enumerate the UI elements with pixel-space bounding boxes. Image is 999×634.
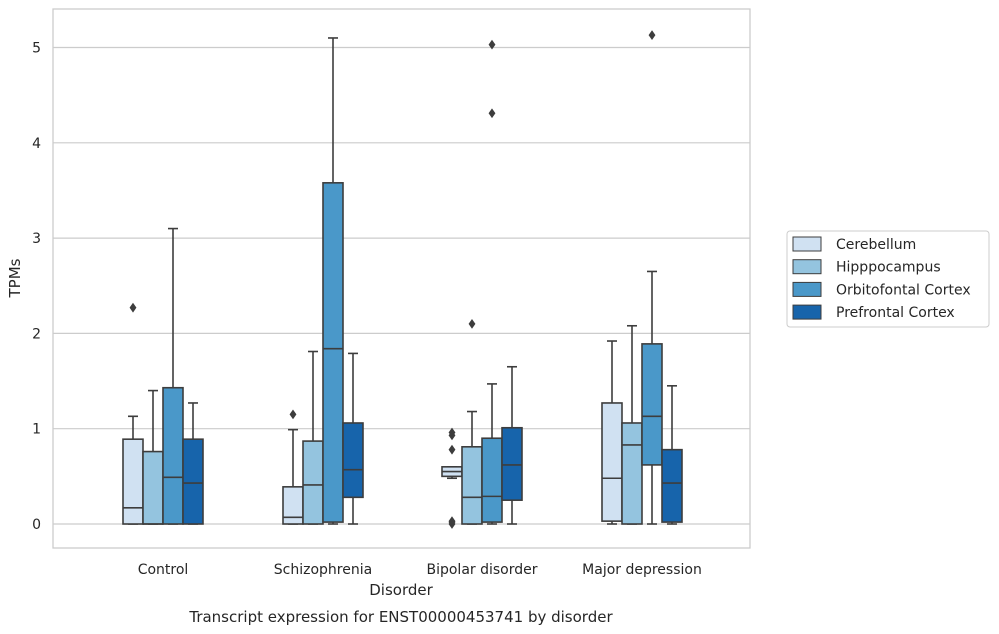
box-prefrontal-cortex-2 bbox=[501, 365, 523, 525]
y-tick-label: 2 bbox=[32, 326, 41, 342]
legend-swatch bbox=[792, 259, 822, 275]
outlier-point bbox=[448, 427, 456, 438]
x-tick-label: Control bbox=[138, 562, 189, 578]
box-cerebellum-2 bbox=[441, 427, 463, 529]
box-orbitofontal-cortex-2 bbox=[481, 39, 503, 525]
y-tick-label: 5 bbox=[32, 41, 41, 57]
outlier-point bbox=[289, 409, 297, 420]
box-iqr bbox=[182, 438, 204, 525]
box-iqr bbox=[302, 440, 324, 525]
legend-item: Hipppocampus bbox=[792, 259, 941, 276]
legend-swatch bbox=[792, 281, 822, 297]
outlier-point bbox=[468, 318, 476, 329]
box-hipppocampus-1 bbox=[302, 350, 324, 525]
legend: Cerebellum Hipppocampus Orbitofontal Corte… bbox=[786, 230, 990, 328]
x-axis-title: Disorder bbox=[369, 581, 433, 599]
chart-caption: Transcript expression for ENST0000045374… bbox=[188, 608, 613, 626]
x-tick-label: Bipolar disorder bbox=[426, 562, 537, 578]
box-orbitofontal-cortex-3 bbox=[641, 30, 663, 525]
box-prefrontal-cortex-3 bbox=[661, 385, 683, 525]
box-hipppocampus-0 bbox=[142, 389, 164, 525]
box-iqr bbox=[661, 448, 683, 523]
box-orbitofontal-cortex-0 bbox=[162, 227, 184, 525]
plot-frame bbox=[52, 8, 751, 549]
box-iqr bbox=[162, 386, 184, 525]
outlier-point bbox=[488, 108, 496, 119]
outlier-point bbox=[448, 516, 456, 527]
box-iqr bbox=[481, 437, 503, 523]
outlier-point bbox=[448, 444, 456, 455]
legend-label: Prefrontal Cortex bbox=[836, 305, 955, 321]
legend-label: Cerebellum bbox=[836, 237, 916, 253]
legend-swatch bbox=[792, 304, 822, 320]
legend-label: Hipppocampus bbox=[836, 260, 941, 276]
box-plots bbox=[122, 30, 683, 529]
x-ticks: Control Schizophrenia Bipolar disorder Majo… bbox=[138, 562, 702, 578]
box-hipppocampus-2 bbox=[461, 318, 483, 525]
box-iqr bbox=[621, 422, 643, 525]
y-ticks: 0 1 2 3 4 5 bbox=[32, 41, 41, 534]
box-cerebellum-3 bbox=[601, 340, 623, 525]
y-axis-title: TPMs bbox=[6, 258, 24, 298]
legend-frame bbox=[786, 230, 990, 328]
outlier-point bbox=[648, 30, 656, 41]
box-iqr bbox=[641, 343, 663, 466]
box-iqr bbox=[282, 486, 304, 525]
y-tick-label: 4 bbox=[32, 136, 41, 152]
box-iqr bbox=[342, 422, 364, 499]
legend-swatch bbox=[792, 236, 822, 252]
box-cerebellum-1 bbox=[282, 409, 304, 525]
y-tick-label: 3 bbox=[32, 231, 41, 247]
box-iqr bbox=[461, 446, 483, 525]
box-prefrontal-cortex-0 bbox=[182, 402, 204, 525]
outlier-point bbox=[488, 39, 496, 50]
box-prefrontal-cortex-1 bbox=[342, 352, 364, 525]
legend-label: Orbitofontal Cortex bbox=[836, 282, 971, 298]
outlier-point bbox=[129, 302, 137, 313]
legend-item: Prefrontal Cortex bbox=[792, 304, 955, 321]
legend-item: Cerebellum bbox=[792, 236, 916, 253]
box-iqr bbox=[142, 450, 164, 525]
legend-item: Orbitofontal Cortex bbox=[792, 281, 971, 298]
box-iqr bbox=[322, 182, 344, 523]
box-iqr bbox=[122, 438, 144, 525]
box-cerebellum-0 bbox=[122, 302, 144, 525]
x-tick-label: Schizophrenia bbox=[274, 562, 372, 578]
box-iqr bbox=[501, 426, 523, 501]
y-tick-label: 1 bbox=[32, 422, 41, 438]
box-orbitofontal-cortex-1 bbox=[322, 37, 344, 525]
box-hipppocampus-3 bbox=[621, 324, 643, 525]
box-iqr bbox=[601, 402, 623, 522]
y-tick-label: 0 bbox=[32, 517, 41, 533]
x-tick-label: Major depression bbox=[582, 562, 702, 578]
